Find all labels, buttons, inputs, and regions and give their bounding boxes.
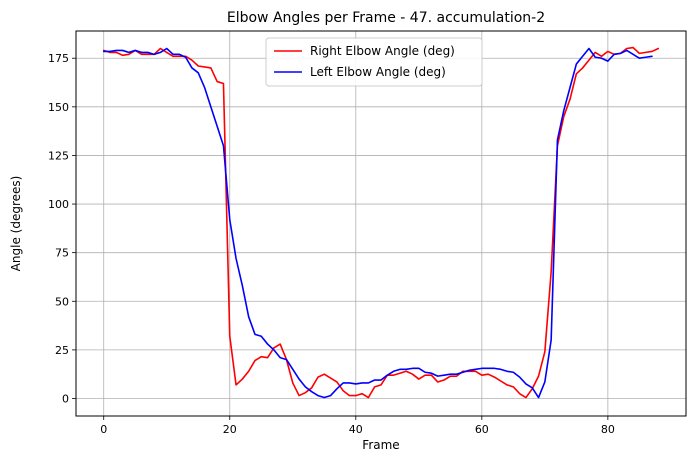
- y-tick-label: 25: [55, 344, 69, 357]
- x-tick-label: 20: [223, 423, 237, 436]
- y-tick-label: 100: [48, 198, 69, 211]
- x-axis-label: Frame: [362, 438, 399, 452]
- grid-lines: [76, 31, 686, 416]
- y-tick-label: 0: [62, 393, 69, 406]
- y-tick-label: 50: [55, 295, 69, 308]
- x-tick-label: 80: [601, 423, 615, 436]
- y-axis-ticks: 0 25 50 75 100 125 150 175: [48, 52, 76, 406]
- series-line-right-elbow: [102, 46, 660, 399]
- series-layer: [102, 46, 660, 399]
- y-tick-label: 125: [48, 149, 69, 162]
- plot-frame: [75, 30, 687, 417]
- x-axis-ticks: 0 20 40 60 80: [100, 416, 615, 436]
- y-tick-label: 175: [48, 52, 69, 65]
- x-tick-label: 40: [349, 423, 363, 436]
- y-axis-label: Angle (degrees): [9, 176, 23, 272]
- chart-title: Elbow Angles per Frame - 47. accumulatio…: [227, 10, 545, 26]
- y-tick-label: 75: [55, 247, 69, 260]
- x-tick-label: 0: [100, 423, 107, 436]
- legend: Right Elbow Angle (deg) Left Elbow Angle …: [265, 37, 483, 87]
- legend-entry-label: Right Elbow Angle (deg): [310, 44, 455, 58]
- x-tick-label: 60: [475, 423, 489, 436]
- legend-box: [265, 37, 483, 87]
- series-line-left-elbow: [102, 47, 653, 399]
- legend-entry-label: Left Elbow Angle (deg): [310, 65, 446, 79]
- y-tick-label: 150: [48, 101, 69, 114]
